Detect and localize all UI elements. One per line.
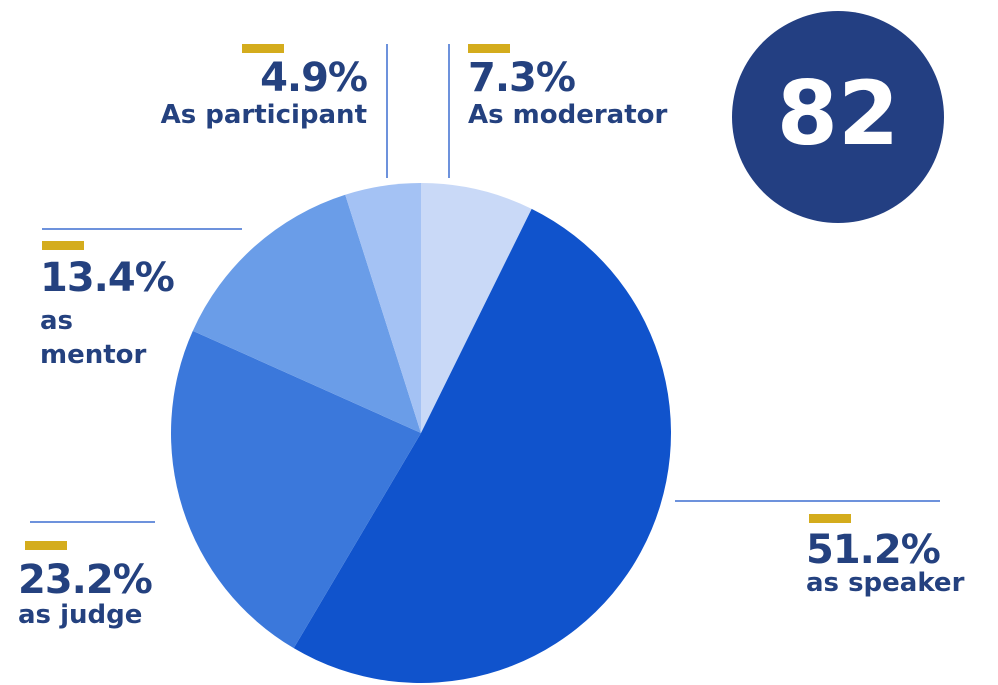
pie-slice: [293, 208, 672, 684]
category-label: As moderator: [468, 100, 668, 130]
category-label: as mentor: [40, 306, 147, 370]
pie-slice: [345, 183, 421, 433]
label-accent: [468, 44, 510, 53]
label-accent: [809, 514, 851, 523]
value-label: 4.9%: [260, 55, 368, 101]
label-accent: [242, 44, 284, 53]
value-label: 23.2%: [18, 557, 153, 603]
category-label: as judge: [18, 600, 143, 630]
pie-slice: [192, 194, 421, 433]
category-label: as speaker: [806, 568, 965, 598]
value-label: 13.4%: [40, 255, 175, 301]
pie-slice: [170, 330, 421, 649]
label-accent: [42, 241, 84, 250]
total-badge: [732, 11, 944, 223]
category-label: As participant: [160, 100, 367, 130]
value-label: 51.2%: [806, 527, 941, 573]
total-value: 82: [777, 62, 899, 165]
value-label: 7.3%: [468, 55, 576, 101]
label-accent: [25, 541, 67, 550]
pie-slice: [421, 183, 532, 433]
